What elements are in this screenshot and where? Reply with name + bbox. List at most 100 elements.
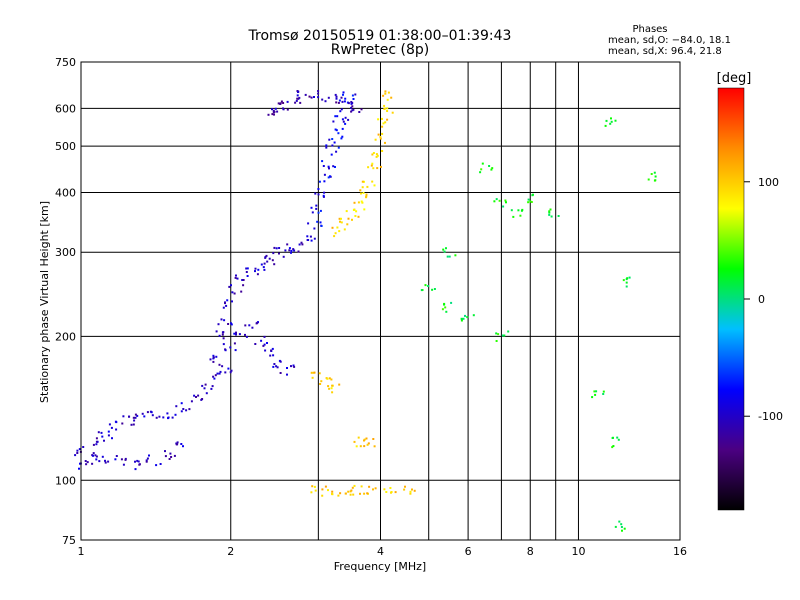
data-point — [244, 324, 247, 327]
data-point — [292, 364, 295, 367]
data-point — [334, 232, 337, 235]
data-point — [307, 222, 310, 225]
data-point — [339, 110, 342, 113]
data-point — [94, 454, 97, 457]
data-point — [141, 412, 144, 415]
data-point — [384, 92, 387, 95]
data-point — [111, 437, 113, 440]
data-point — [357, 215, 360, 218]
data-point — [353, 201, 356, 204]
data-point — [227, 323, 230, 325]
data-point — [611, 446, 614, 449]
data-point — [212, 354, 215, 357]
data-point — [267, 113, 270, 116]
data-point — [262, 266, 265, 269]
data-point — [162, 416, 165, 419]
data-point — [351, 486, 354, 489]
data-point — [352, 493, 355, 496]
data-point — [235, 274, 237, 277]
data-point — [409, 490, 412, 493]
data-point — [337, 101, 340, 104]
data-point — [409, 492, 412, 495]
data-point — [326, 377, 329, 380]
data-point — [148, 454, 150, 457]
data-point — [134, 413, 137, 416]
data-point — [180, 402, 183, 405]
data-point — [363, 439, 365, 442]
data-point — [460, 317, 463, 320]
data-point — [215, 355, 218, 358]
data-point — [382, 122, 385, 125]
x-axis-label: Frequency [MHz] — [334, 560, 426, 573]
data-point — [272, 252, 275, 255]
data-point — [464, 314, 466, 317]
data-point — [347, 217, 350, 220]
data-point — [377, 118, 380, 121]
data-point — [495, 332, 498, 335]
data-point — [273, 363, 276, 365]
data-point — [92, 443, 95, 446]
data-point — [168, 458, 171, 460]
colorbar-tick-label: 0 — [758, 293, 765, 306]
data-point — [357, 436, 360, 439]
colorbar-ticks: 100 0 -100 — [744, 176, 783, 423]
data-point — [133, 419, 136, 422]
data-point — [622, 279, 625, 282]
data-point — [104, 459, 106, 462]
data-point — [254, 343, 257, 345]
data-point — [650, 173, 653, 175]
data-point — [296, 94, 299, 97]
data-point — [84, 460, 87, 462]
data-point — [230, 284, 232, 287]
data-point — [290, 251, 292, 254]
data-point — [403, 488, 406, 491]
data-point — [298, 96, 301, 99]
data-point — [372, 152, 375, 154]
data-point — [227, 367, 230, 370]
data-point — [340, 221, 343, 224]
data-point — [654, 175, 657, 178]
data-point — [374, 487, 377, 490]
data-point — [306, 239, 309, 241]
data-point — [297, 250, 300, 253]
data-point — [549, 208, 552, 211]
data-point — [331, 384, 334, 387]
data-point — [324, 485, 327, 488]
data-point — [313, 237, 316, 240]
data-point — [609, 122, 612, 125]
data-point — [248, 324, 251, 327]
x-tick-label: 2 — [227, 545, 234, 558]
data-point — [215, 330, 218, 333]
data-point — [296, 97, 299, 100]
data-point — [203, 387, 206, 390]
data-point — [132, 416, 135, 419]
data-point — [323, 180, 326, 183]
data-point — [245, 271, 248, 273]
data-point — [361, 180, 364, 183]
data-point — [311, 211, 314, 214]
data-point — [389, 487, 392, 489]
data-point — [431, 288, 434, 291]
data-point — [352, 108, 355, 111]
data-point — [595, 390, 598, 393]
data-point — [386, 110, 389, 112]
data-point — [490, 168, 493, 171]
y-tick-label: 75 — [62, 534, 76, 547]
data-point — [353, 484, 356, 487]
data-point — [621, 529, 623, 532]
data-point — [327, 385, 330, 388]
data-point — [325, 144, 328, 147]
data-point — [370, 164, 373, 167]
data-point — [654, 179, 657, 182]
data-point — [229, 371, 232, 374]
data-point — [212, 375, 215, 378]
axis-ticks: 1 2 4 6 8 10 16 75 100 200 300 400 500 600 750 — [55, 56, 687, 558]
data-point — [340, 137, 343, 140]
data-point — [221, 365, 224, 368]
data-point — [97, 431, 100, 434]
data-point — [377, 133, 380, 136]
data-point — [384, 107, 386, 110]
data-point — [445, 247, 447, 250]
data-point — [316, 220, 319, 223]
data-point — [450, 301, 453, 304]
